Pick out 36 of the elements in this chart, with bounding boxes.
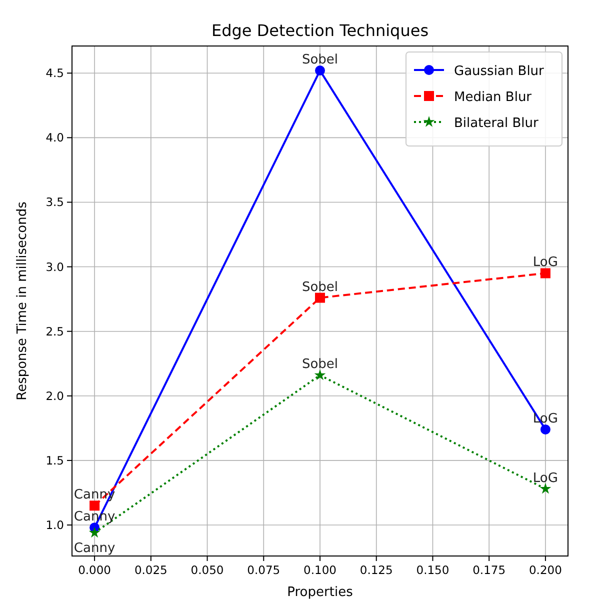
legend-label: Median Blur (454, 90, 532, 105)
x-tick-label: 0.075 (247, 563, 280, 577)
y-tick-label: 3.0 (46, 260, 64, 274)
x-tick-label: 0.000 (78, 563, 112, 577)
y-axis-title: Response Time in milliseconds (15, 201, 30, 400)
annotation: Sobel (302, 357, 338, 372)
point (315, 66, 325, 76)
x-axis-title: Properties (287, 585, 354, 600)
legend-label: Gaussian Blur (454, 64, 545, 79)
annotation: Sobel (302, 280, 338, 295)
chart-title: Edge Detection Techniques (211, 21, 429, 40)
y-tick-label: 2.5 (46, 324, 64, 338)
x-tick-label: 0.175 (472, 563, 506, 577)
annotation: Sobel (302, 52, 338, 68)
y-tick-label: 4.5 (46, 66, 64, 80)
point (540, 482, 552, 494)
x-tick-label: 0.050 (190, 563, 224, 577)
x-tick-label: 0.025 (134, 563, 168, 577)
annotation: LoG (532, 470, 558, 486)
y-tick-label: 3.5 (46, 195, 64, 210)
point (88, 526, 100, 538)
x-tick-label: 0.125 (360, 563, 393, 577)
x-tick-label: 0.100 (304, 563, 336, 577)
x-tick-label: 0.150 (416, 563, 450, 577)
annotation: LoG (532, 255, 558, 270)
annotation: Canny (74, 540, 116, 556)
point (314, 369, 326, 380)
point (315, 292, 325, 303)
point (540, 424, 550, 434)
y-tick-label: 2.0 (46, 388, 64, 403)
y-tick-label: 1.5 (46, 453, 64, 468)
y-tick-label: 4.0 (46, 130, 64, 145)
point (540, 268, 550, 278)
x-tick-label: 0.200 (528, 563, 562, 577)
y-tick-label: 1.0 (46, 518, 64, 532)
legend-label: Bilateral Blur (454, 116, 540, 131)
